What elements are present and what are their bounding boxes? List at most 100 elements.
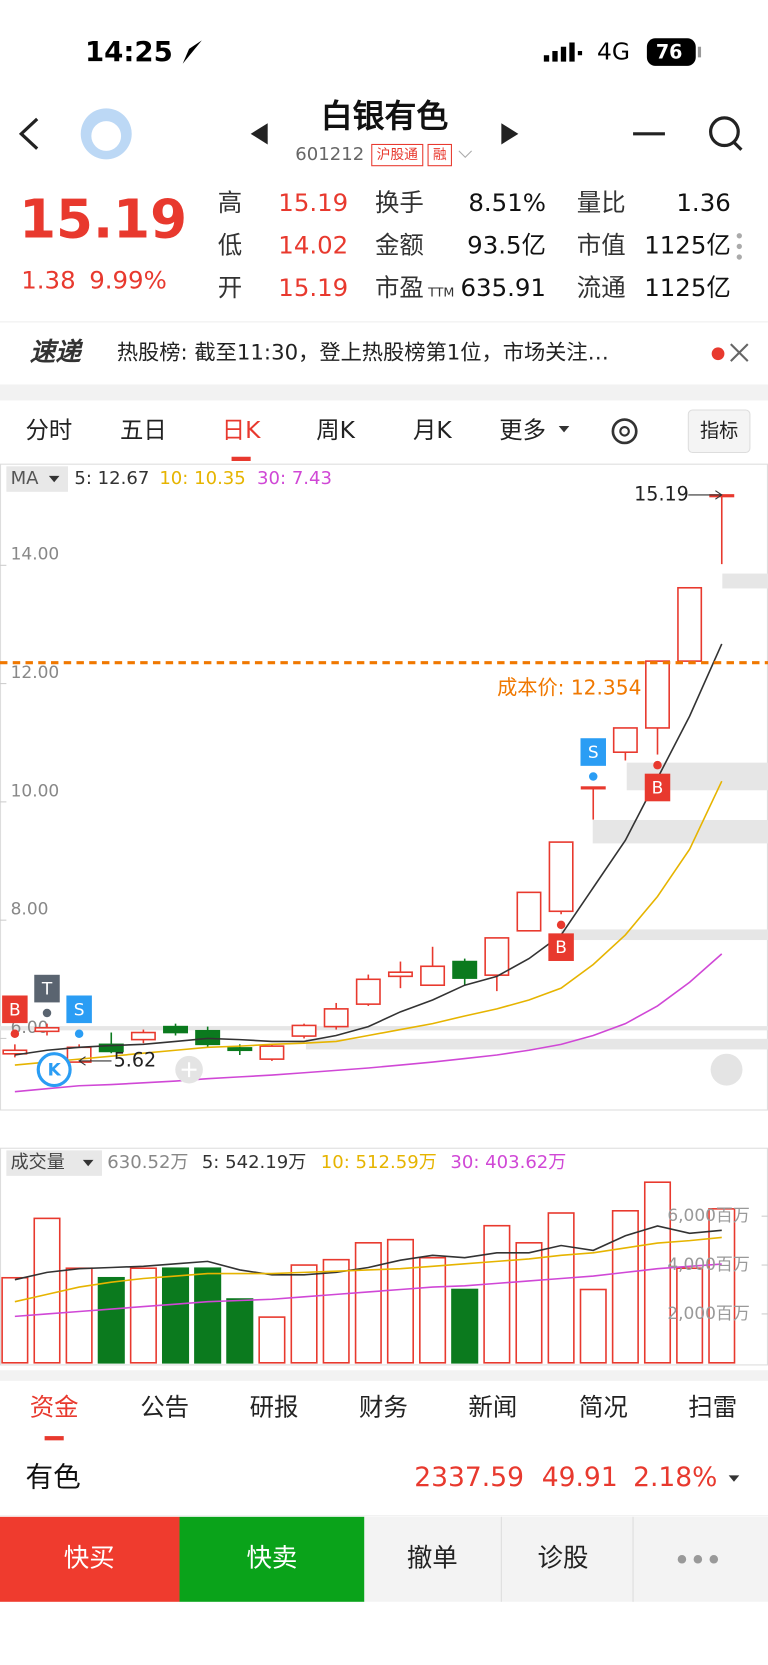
stat-value: 15.19 — [278, 273, 348, 302]
candle-body — [163, 1025, 189, 1034]
candle-body — [677, 586, 703, 662]
action[interactable]: 撤单 — [407, 1543, 458, 1573]
ma-line — [14, 643, 723, 1056]
stat-label-sub: TTM — [427, 286, 454, 301]
k-icon-letter: K — [48, 1061, 62, 1081]
volume-bar — [676, 1267, 704, 1364]
y-tick-label: 14.00 — [11, 545, 60, 565]
volume-bar — [129, 1267, 157, 1364]
y-tick-label: 4,000百万 — [667, 1255, 750, 1275]
tag: 融 — [433, 147, 447, 163]
stat-label: 市盈 — [375, 273, 424, 302]
bottom-tab[interactable]: 简况 — [579, 1392, 628, 1421]
chart-tab[interactable]: 分时 — [26, 416, 73, 444]
tab-indicator — [44, 1436, 64, 1441]
low-label: 5.62 — [114, 1048, 157, 1071]
volume-bar — [579, 1288, 607, 1364]
volume-bar — [547, 1212, 575, 1364]
expand-icon[interactable] — [458, 150, 472, 158]
chart-tab[interactable]: 周K — [316, 416, 355, 444]
marker-dot — [74, 1029, 84, 1038]
bottom-tab[interactable]: 扫雷 — [688, 1392, 737, 1421]
action[interactable]: 快卖 — [246, 1543, 297, 1573]
volume-bar — [419, 1256, 447, 1364]
action[interactable]: 快买 — [64, 1543, 115, 1573]
tag: 沪股通 — [377, 147, 419, 163]
change: 1.38 — [21, 265, 75, 294]
quick-buy[interactable] — [0, 1516, 180, 1602]
news-badge: 速递 — [30, 338, 83, 368]
news-close[interactable] — [730, 343, 749, 362]
bottom-tab[interactable]: 资金 — [30, 1392, 79, 1421]
bottom-tab[interactable]: 财务 — [359, 1392, 408, 1421]
chart-tab[interactable]: 日K — [222, 416, 261, 444]
battery-cap — [697, 46, 702, 58]
back-button[interactable] — [18, 117, 39, 150]
settings-center — [619, 425, 630, 437]
signal — [543, 42, 583, 62]
marker-label: B — [555, 938, 567, 958]
volume-bar — [258, 1316, 286, 1364]
stat-label: 低 — [218, 230, 242, 259]
quick-sell[interactable] — [179, 1516, 365, 1602]
candle-body — [612, 727, 638, 753]
y-tick-label: 8.00 — [11, 900, 49, 920]
stat-value: 1125亿 — [644, 273, 731, 302]
avatar-face — [91, 121, 122, 151]
volume-ma-line — [14, 1263, 722, 1318]
high-label: 15.19 — [634, 482, 689, 505]
bottom-tab[interactable]: 研报 — [250, 1392, 299, 1421]
marker-box — [66, 995, 92, 1024]
low-arrow — [78, 1056, 112, 1066]
index-caret[interactable] — [728, 1475, 740, 1482]
volume-panel — [0, 1147, 768, 1366]
more-actions[interactable] — [677, 1555, 719, 1564]
settings[interactable] — [611, 418, 638, 445]
volume-label[interactable]: 成交量 — [11, 1152, 65, 1173]
candle-body — [355, 978, 381, 1005]
fullscreen[interactable] — [710, 1053, 743, 1086]
k-icon[interactable] — [36, 1052, 72, 1088]
marker-label: T — [41, 980, 53, 1000]
ma-selector[interactable] — [6, 466, 68, 492]
marker-dot — [653, 760, 662, 770]
bottom-tabs: 资金 公告 研报 财务 新闻 简况 扫雷 — [30, 1392, 737, 1441]
marker-label: S — [74, 1000, 85, 1020]
chart-tab[interactable]: 五日 — [120, 416, 167, 444]
ma-label[interactable]: MA — [11, 468, 40, 489]
y-tick-label: 2,000百万 — [667, 1304, 750, 1324]
stat-value: 14.02 — [278, 230, 348, 259]
volume-bar — [451, 1288, 479, 1364]
volume: 2,000百万 4,000百万 6,000百万 — [1, 1181, 768, 1364]
marker-dot — [588, 772, 598, 781]
bottom-tab[interactable]: 公告 — [140, 1392, 189, 1421]
prev-stock[interactable] — [250, 123, 268, 145]
stock-name: 白银有色 — [321, 97, 449, 135]
indicator-label[interactable]: 指标 — [700, 419, 738, 442]
stat-value: 1125亿 — [644, 230, 731, 259]
volume-bar — [1, 1276, 29, 1364]
index-name[interactable]: 有色 — [25, 1461, 80, 1494]
y-tick-label: 12.00 — [11, 663, 60, 683]
candle-body — [323, 1008, 349, 1028]
bottom-tab[interactable]: 新闻 — [468, 1392, 517, 1421]
action[interactable]: 诊股 — [537, 1543, 588, 1573]
candle-body — [420, 965, 446, 987]
stat-label: 市值 — [577, 230, 626, 259]
chart-tab[interactable]: 月K — [413, 416, 452, 444]
spacer — [0, 384, 768, 401]
search[interactable] — [709, 116, 740, 148]
stat-label: 流通 — [577, 273, 626, 302]
next-stock[interactable] — [501, 123, 519, 145]
indicator-button[interactable] — [687, 409, 751, 454]
marker-label: B — [652, 779, 664, 799]
chart-tab[interactable]: 更多 — [499, 416, 546, 444]
candle-body — [130, 1031, 156, 1041]
candle-body — [387, 971, 413, 978]
more-dots[interactable] — [736, 233, 742, 260]
news-text[interactable]: 热股榜: 截至11:30，登上热股榜第1位，市场关注… — [117, 341, 609, 366]
volume-bar — [194, 1267, 222, 1364]
candle-body — [452, 960, 478, 979]
